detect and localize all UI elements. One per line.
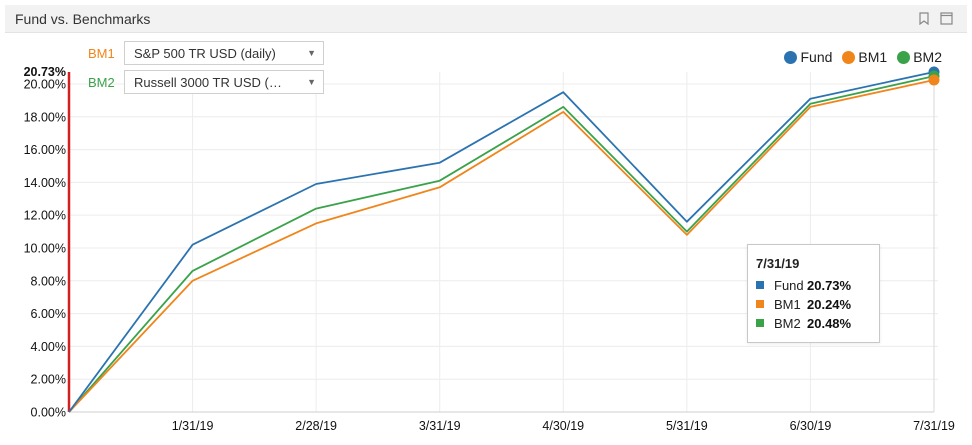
tooltip-name-bm1: BM1 bbox=[774, 296, 801, 312]
panel-header: Fund vs. Benchmarks bbox=[5, 5, 967, 33]
chart-axes: 0.00% 2.00% 4.00% 6.00% 8.00% 10.00% 12.00% 14.… bbox=[24, 65, 955, 433]
tooltip-row-bm1: BM1 20.24% bbox=[756, 295, 851, 313]
bm2-select-value: Russell 3000 TR USD (… bbox=[134, 75, 282, 90]
x-tick-label: 7/31/19 bbox=[913, 419, 955, 433]
y-tick-label: 16.00% bbox=[24, 143, 66, 157]
y-tick-label: 18.00% bbox=[24, 110, 66, 124]
tooltip-name-bm2: BM2 bbox=[774, 315, 801, 331]
y-tick-label: 2.00% bbox=[31, 373, 66, 387]
legend-label-fund: Fund bbox=[800, 49, 833, 65]
chevron-down-icon: ▼ bbox=[307, 48, 316, 58]
tooltip-name-fund: Fund bbox=[774, 277, 804, 293]
tooltip-marker-bm1 bbox=[756, 300, 764, 308]
legend-item-bm2[interactable]: BM2 bbox=[897, 48, 942, 66]
series-line-fund bbox=[68, 71, 935, 413]
series-line-bm1 bbox=[68, 79, 935, 413]
chevron-down-icon: ▼ bbox=[307, 77, 316, 87]
bm1-select[interactable]: S&P 500 TR USD (daily) ▼ bbox=[124, 41, 324, 65]
y-tick-label: 6.00% bbox=[31, 307, 66, 321]
legend-marker-fund bbox=[784, 50, 798, 64]
tooltip-value-bm2: 20.48% bbox=[807, 315, 852, 331]
x-tick-label: 2/28/19 bbox=[295, 419, 337, 433]
panel-title: Fund vs. Benchmarks bbox=[15, 11, 151, 27]
y-tick-label: 10.00% bbox=[24, 241, 66, 255]
series-line-bm2 bbox=[68, 75, 935, 413]
tooltip-value-bm1: 20.24% bbox=[807, 296, 852, 312]
x-tick-label: 3/31/19 bbox=[419, 419, 461, 433]
tooltip-date: 7/31/19 bbox=[756, 256, 800, 271]
bookmark-icon[interactable] bbox=[918, 12, 931, 25]
chart-endpoints bbox=[928, 66, 940, 86]
y-tick-label: 20.00% bbox=[24, 77, 66, 91]
chart-tooltip: 7/31/19 Fund 20.73% BM1 20.24% BM2 20.48… bbox=[747, 244, 880, 343]
chart-series bbox=[68, 71, 935, 413]
y-tick-label: 14.00% bbox=[24, 176, 66, 190]
endpoint-bm1 bbox=[928, 74, 940, 86]
y-tick-label: 12.00% bbox=[24, 209, 66, 223]
legend-label-bm1: BM1 bbox=[858, 49, 888, 65]
x-tick-label: 6/30/19 bbox=[790, 419, 832, 433]
y-tick-label: 4.00% bbox=[31, 340, 66, 354]
legend-item-fund[interactable]: Fund bbox=[784, 48, 832, 66]
bm2-select[interactable]: Russell 3000 TR USD (… ▼ bbox=[124, 70, 324, 94]
y-max-label: 20.73% bbox=[24, 65, 66, 79]
legend-marker-bm1 bbox=[842, 50, 856, 64]
tooltip-row-bm2: BM2 20.48% bbox=[756, 314, 851, 332]
y-tick-label: 8.00% bbox=[31, 274, 66, 288]
maximize-icon[interactable] bbox=[940, 12, 953, 25]
x-tick-label: 1/31/19 bbox=[172, 419, 214, 433]
bm2-label: BM2 bbox=[88, 75, 115, 90]
tooltip-row-fund: Fund 20.73% bbox=[756, 276, 851, 294]
legend-marker-bm2 bbox=[897, 50, 911, 64]
chart-legend: Fund BM1 BM2 bbox=[784, 48, 942, 66]
legend-label-bm2: BM2 bbox=[913, 49, 942, 65]
chart-grid bbox=[69, 66, 938, 412]
legend-item-bm1[interactable]: BM1 bbox=[842, 48, 887, 66]
x-tick-label: 4/30/19 bbox=[542, 419, 584, 433]
tooltip-marker-bm2 bbox=[756, 319, 764, 327]
y-tick-label: 0.00% bbox=[31, 406, 66, 420]
bm1-select-value: S&P 500 TR USD (daily) bbox=[134, 46, 276, 61]
tooltip-value-fund: 20.73% bbox=[807, 277, 852, 293]
tooltip-marker-fund bbox=[756, 281, 764, 289]
bm1-label: BM1 bbox=[88, 46, 115, 61]
x-tick-label: 5/31/19 bbox=[666, 419, 708, 433]
